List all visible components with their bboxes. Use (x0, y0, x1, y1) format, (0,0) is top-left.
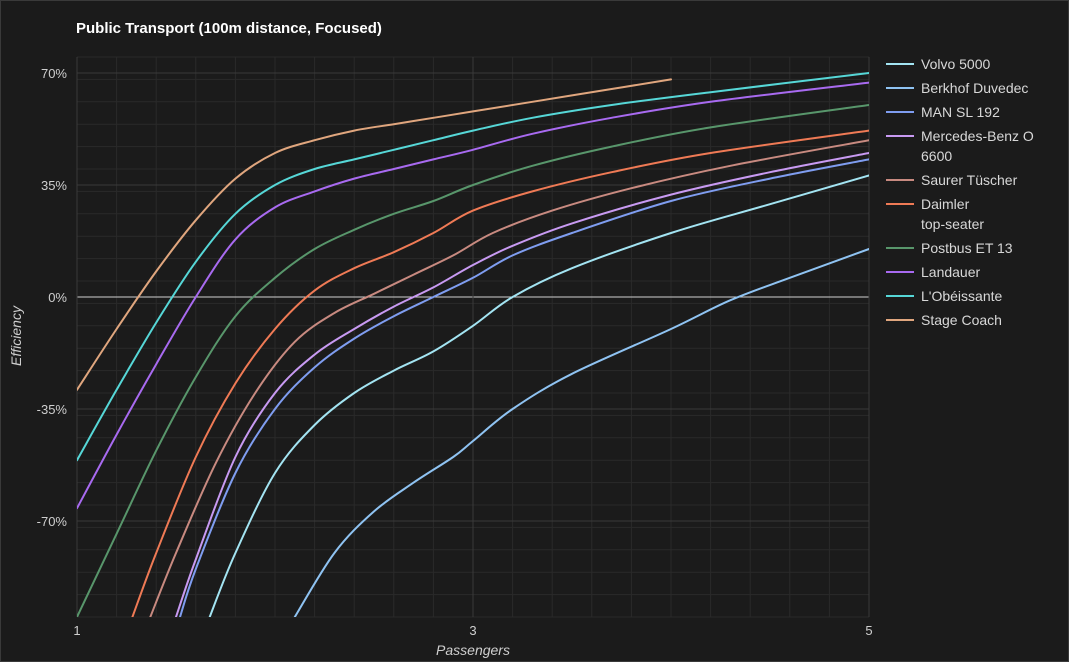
legend: Volvo 5000 Berkhof Duvedec MAN SL 192 Merce… (886, 56, 1034, 328)
y-axis-ticks: 70% 35% 0% -35% -70% (37, 66, 68, 529)
series-line-daimler-top-seater (131, 129, 869, 617)
x-axis-label: Passengers (436, 642, 510, 658)
series-line-mercedes-benz-o-6600 (175, 152, 869, 617)
y-tick-label: 0% (48, 290, 67, 305)
legend-label: Postbus ET 13 (921, 240, 1013, 256)
x-tick-label: 5 (865, 623, 872, 638)
legend-label-cont: top-seater (921, 216, 984, 232)
legend-item[interactable]: L'Obéissante (886, 288, 1002, 304)
legend-item[interactable]: Landauer (886, 264, 981, 280)
series-line-berkhof-duvedec (293, 248, 869, 617)
legend-item[interactable]: Postbus ET 13 (886, 240, 1013, 256)
x-tick-label: 3 (469, 623, 476, 638)
legend-label: Landauer (921, 264, 981, 280)
series-lines (77, 72, 869, 617)
legend-label: Volvo 5000 (921, 56, 990, 72)
legend-label: Daimler (921, 196, 970, 212)
y-tick-label: 35% (41, 178, 67, 193)
x-tick-label: 1 (73, 623, 80, 638)
y-tick-label: -35% (37, 402, 68, 417)
series-line-landauer (77, 81, 869, 510)
series-line-stage-coach (77, 78, 672, 391)
legend-label: MAN SL 192 (921, 104, 1000, 120)
series-line-saurer-t-scher (149, 139, 869, 617)
legend-item[interactable]: Daimler top-seater (886, 196, 984, 232)
legend-item[interactable]: Volvo 5000 (886, 56, 990, 72)
legend-label: Mercedes-Benz O (921, 128, 1034, 144)
y-tick-label: 70% (41, 66, 67, 81)
y-axis-label: Efficiency (8, 305, 24, 366)
series-line-l-ob-issante (77, 72, 869, 462)
legend-item[interactable]: MAN SL 192 (886, 104, 1000, 120)
series-line-man-sl-192 (179, 158, 869, 617)
legend-item[interactable]: Mercedes-Benz O 6600 (886, 128, 1034, 164)
grid (76, 56, 870, 618)
legend-label: Saurer Tüscher (921, 172, 1018, 188)
chart-title: Public Transport (100m distance, Focused… (76, 20, 382, 37)
legend-item[interactable]: Berkhof Duvedec (886, 80, 1028, 96)
series-line-volvo-5000 (208, 174, 869, 617)
y-tick-label: -70% (37, 514, 68, 529)
legend-label-cont: 6600 (921, 148, 952, 164)
legend-item[interactable]: Stage Coach (886, 312, 1002, 328)
series-line-postbus-et-13 (77, 104, 869, 617)
legend-label: L'Obéissante (921, 288, 1002, 304)
legend-item[interactable]: Saurer Tüscher (886, 172, 1018, 188)
legend-label: Stage Coach (921, 312, 1002, 328)
legend-label: Berkhof Duvedec (921, 80, 1028, 96)
x-axis-ticks: 1 3 5 (73, 623, 872, 638)
